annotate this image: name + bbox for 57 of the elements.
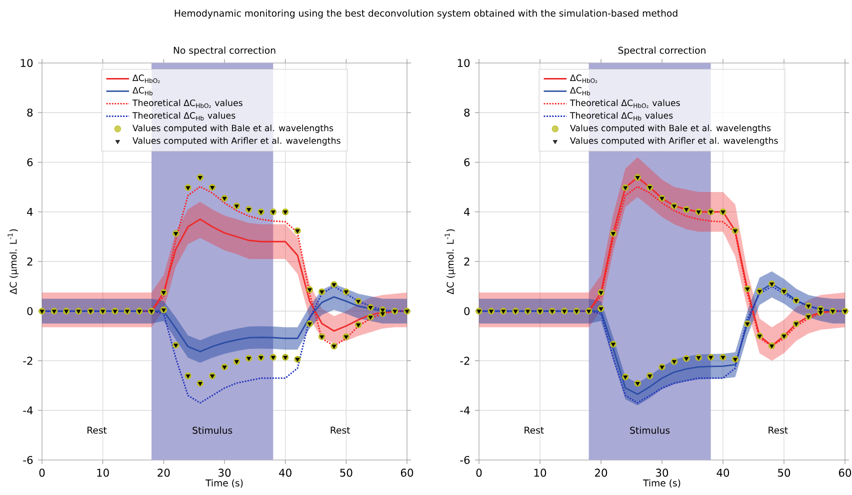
y-tick-label: 8 [464,108,470,117]
y-tick-label: -6 [460,456,470,464]
x-tick-label: 30 [656,468,668,477]
annotation: Rest [768,426,788,434]
annotation: Stimulus [192,426,232,434]
legend-label: Values computed with Arifler et al. wavelengths [132,137,340,146]
x-tick-label: 20 [158,468,170,477]
y-tick-label: -4 [23,406,33,414]
x-tick-label: 60 [838,468,852,477]
legend-label: ΔC$_{Hb}$ [570,86,590,96]
chart-title: Spectral correction [618,46,706,56]
legend-label: Values computed with Bale et al. wavelengths [132,124,334,133]
chart-title: No spectral correction [174,46,276,56]
y-axis-title: ΔC (μmol. L$^{-1}$) [8,229,19,294]
y-tick-label: -2 [460,356,470,365]
y-tick-label: 4 [464,208,470,216]
legend-label: ΔC$_{HbO₂}$ [132,74,160,83]
x-tick-label: 10 [534,468,546,477]
x-tick-label: 0 [39,468,45,477]
legend-label: ΔC$_{Hb}$ [132,86,152,96]
text: Hemodynamic monitoring using the best deconvolution system obtained with the simulation-based method [174,9,678,19]
annotation: Rest [524,426,544,434]
y-tick-label: 0 [464,307,470,316]
y-tick-label: 10 [458,58,470,68]
legend-label: Values computed with Arifler et al. wavelengths [570,137,778,146]
x-tick-label: 40 [716,468,730,477]
x-tick-label: 20 [594,468,608,477]
legend-label: Theoretical ΔC$_{Hb}$ values [570,112,673,121]
y-tick-label: 2 [27,258,32,266]
annotation: Rest [330,426,350,434]
x-tick-label: 50 [340,468,352,477]
y-tick-label: 2 [464,258,470,266]
legend-label: Theoretical ΔC$_{HbO₂}$ values [132,99,242,108]
x-tick-label: 50 [778,468,790,477]
legend-label: ΔC$_{HbO₂}$ [570,74,598,83]
y-tick-label: 0 [27,307,33,316]
legend-label: Theoretical ΔC$_{HbO₂}$ values [570,99,680,108]
x-tick-label: 40 [279,468,292,477]
annotation: Stimulus [630,426,670,434]
y-tick-label: -6 [23,456,33,464]
legend-label: Theoretical ΔC$_{Hb}$ values [132,112,236,121]
y-tick-label: -2 [23,356,32,365]
y-tick-label: 6 [464,158,470,166]
y-tick-label: -4 [460,406,470,414]
x-tick-label: 30 [218,468,231,477]
y-tick-label: 6 [27,158,33,166]
y-axis-title: ΔC (μmol. L$^{-1}$) [444,229,456,294]
x-axis-title: Time (s) [643,479,680,488]
annotation: Rest [88,426,107,434]
y-tick-label: 10 [20,58,33,68]
x-axis-title: Time (s) [206,479,243,488]
x-tick-label: 60 [400,468,414,477]
y-tick-label: 4 [27,208,33,216]
x-tick-label: 0 [476,468,482,477]
x-tick-label: 10 [97,468,109,477]
legend-label: Values computed with Bale et al. wavelengths [570,124,771,133]
y-tick-label: 8 [27,108,33,117]
